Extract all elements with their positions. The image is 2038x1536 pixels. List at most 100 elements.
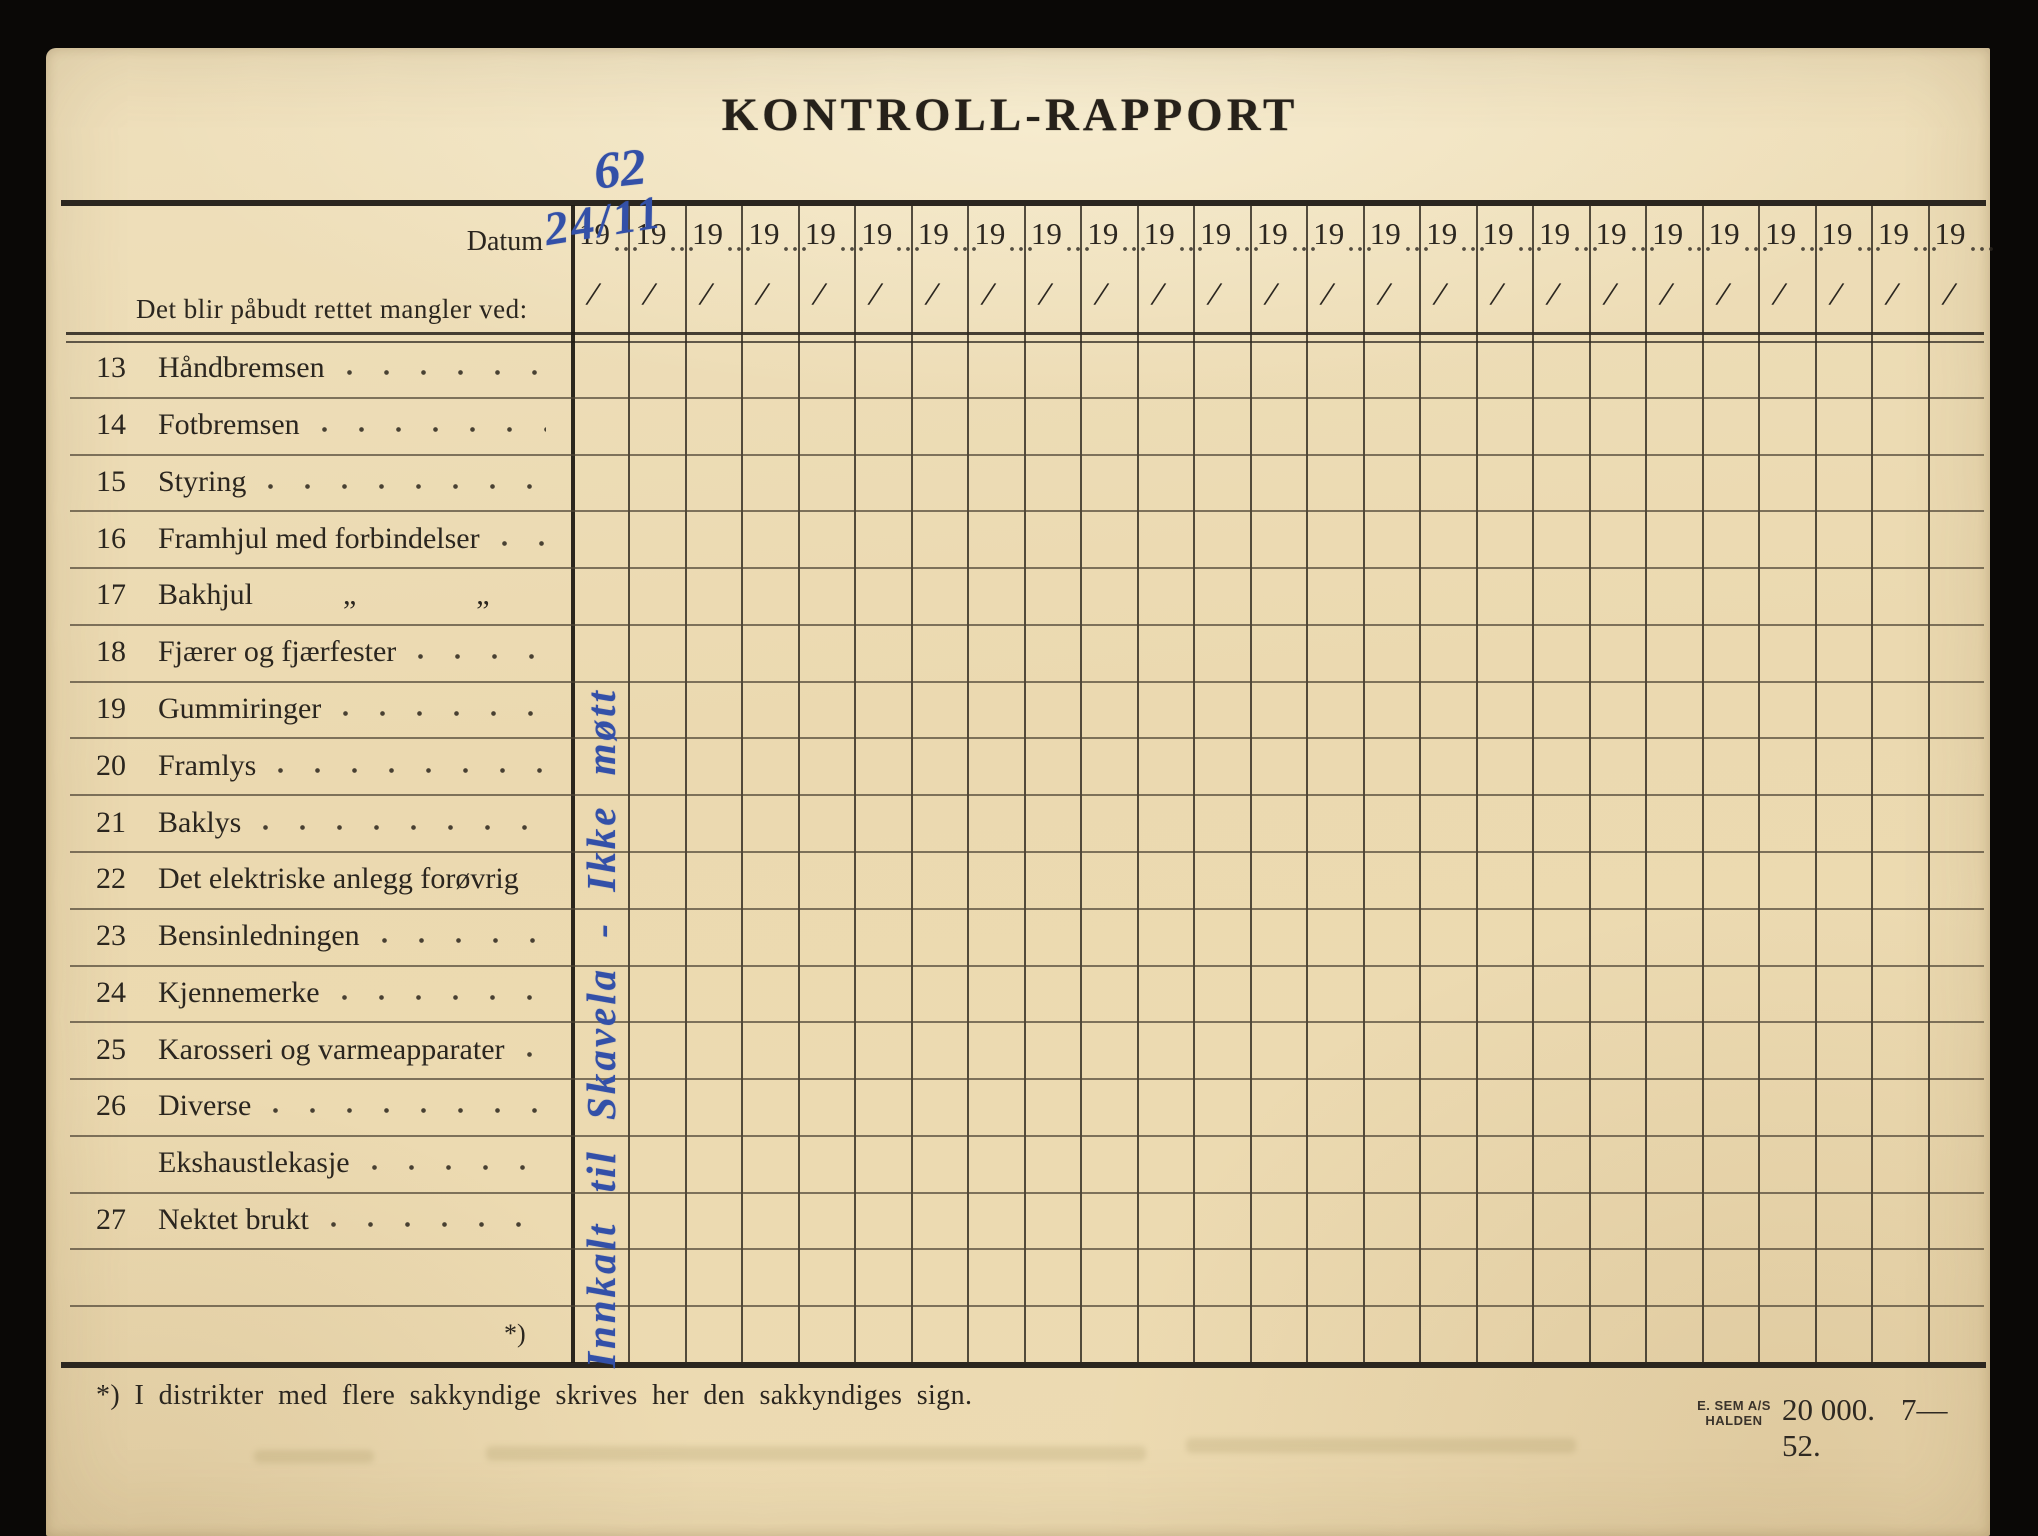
row-dot-leader <box>330 1222 546 1229</box>
table-row-label: 23 Bensinledningen <box>66 908 562 965</box>
grid-horizontal-line <box>70 510 1984 513</box>
grid-vertical-line <box>741 205 744 1363</box>
day-slash: / <box>812 275 826 314</box>
grid-vertical-line <box>1306 205 1309 1363</box>
grid-vertical-line <box>1814 205 1817 1363</box>
year-dotted-leader <box>1235 246 1262 252</box>
row-label-text: Bakhjul „ „ <box>158 578 490 612</box>
date-header-cell: 19 / <box>741 200 810 340</box>
year-prefix: 19 <box>1934 216 1966 251</box>
row-number: 24 <box>96 975 126 1009</box>
row-dot-leader <box>273 1108 546 1115</box>
date-header-cell: 19 / <box>967 200 1036 340</box>
table-row-label: 25 Karosseri og varmeapparater <box>66 1021 562 1078</box>
grid-vertical-line <box>1701 205 1704 1363</box>
paper-sheet: KONTROLL-RAPPORT Datum Det blir påbudt r… <box>46 48 1996 1536</box>
print-date: 7—52. <box>1782 1392 1948 1463</box>
grid-horizontal-line <box>70 851 1984 853</box>
row-label-text: Ekshaustlekasje <box>158 1146 350 1180</box>
row-label-text: Fotbremsen <box>158 408 300 442</box>
grid-vertical-line <box>571 205 575 1363</box>
year-prefix: 19 <box>1087 216 1119 251</box>
day-slash: / <box>1376 275 1391 314</box>
year-prefix: 19 <box>579 216 610 251</box>
day-slash: / <box>925 275 939 314</box>
row-dot-leader <box>268 483 546 490</box>
row-label-text: Håndbremsen <box>158 351 325 385</box>
row-number: 22 <box>96 862 126 896</box>
grid-horizontal-line <box>70 396 1984 399</box>
year-dotted-leader <box>1461 246 1488 252</box>
row-dot-leader <box>381 938 546 945</box>
row-dot-leader <box>346 370 546 377</box>
date-header-cell: 19 / <box>1815 200 1883 340</box>
year-prefix: 19 <box>1030 216 1062 251</box>
date-header-cell: 19 / <box>1250 200 1318 340</box>
grid-vertical-line <box>1136 205 1139 1363</box>
date-header-cell: 19 / <box>1476 200 1544 340</box>
grid-horizontal-line <box>70 737 1984 740</box>
year-dotted-leader <box>1404 246 1431 252</box>
grid-vertical-line <box>797 205 800 1363</box>
row-number: 19 <box>96 692 126 726</box>
year-prefix: 19 <box>1426 216 1458 251</box>
year-prefix: 19 <box>1482 216 1514 251</box>
grid-vertical-line <box>1362 205 1365 1363</box>
row-label-text: Styring <box>158 464 247 498</box>
year-dotted-leader <box>839 246 866 252</box>
row-dot-leader <box>321 427 546 434</box>
year-dotted-leader <box>1574 246 1601 252</box>
year-dotted-leader <box>1687 246 1714 252</box>
print-info: 20 000. 7—52. <box>1782 1392 1990 1464</box>
grid-vertical-line <box>1023 205 1026 1363</box>
grid-horizontal-line <box>70 680 1984 683</box>
year-prefix: 19 <box>804 216 836 251</box>
table-row-label <box>66 1248 562 1305</box>
day-slash: / <box>1546 275 1560 314</box>
year-dotted-leader <box>1348 246 1375 252</box>
year-dotted-leader <box>1856 246 1883 252</box>
day-slash: / <box>642 275 656 314</box>
row-dot-leader <box>278 767 546 774</box>
year-prefix: 19 <box>1708 216 1740 251</box>
row-number: 17 <box>96 578 126 612</box>
row-number: 26 <box>96 1089 126 1123</box>
row-label-text: Nektet brukt <box>158 1203 309 1237</box>
year-prefix: 19 <box>917 216 949 251</box>
date-header-cell: 19 / <box>1306 200 1375 340</box>
row-label-text: Framhjul med forbindelser <box>158 521 480 555</box>
row-number: 18 <box>96 635 126 669</box>
day-slash: / <box>1094 275 1108 314</box>
day-slash: / <box>1263 275 1278 314</box>
date-header-cell: 19 / <box>1928 200 1996 340</box>
grid-horizontal-line <box>70 1134 1984 1137</box>
table-bottom-rule <box>61 1362 1986 1368</box>
table-row-label: 22 Det elektriske anlegg forøvrig <box>66 851 562 908</box>
table-row-label: 27 Nektet brukt <box>66 1192 562 1249</box>
date-header-cell: 19 / <box>1193 200 1262 340</box>
year-prefix: 19 <box>1369 216 1401 251</box>
year-prefix: 19 <box>635 216 667 251</box>
row-number: 23 <box>96 919 126 953</box>
date-header-cell: 19 / <box>1363 200 1431 340</box>
print-run: 20 000. <box>1782 1392 1875 1427</box>
datum-label: Datum <box>466 226 543 257</box>
year-prefix: 19 <box>1821 216 1853 251</box>
grid-vertical-line <box>1475 205 1478 1363</box>
grid-vertical-line <box>1588 205 1591 1363</box>
year-prefix: 19 <box>691 216 723 251</box>
day-slash: / <box>1150 275 1165 314</box>
date-header-cell: 19 / <box>1137 200 1205 340</box>
grid-horizontal-line <box>70 1191 1984 1194</box>
date-header-cell: 19 / <box>798 200 866 340</box>
date-header-cell: 19 / <box>1589 200 1657 340</box>
day-slash: / <box>1602 275 1617 314</box>
row-label-text: Diverse <box>158 1089 252 1123</box>
row-label-text: Fjærer og fjærfester <box>158 635 397 669</box>
table-row-label: 26 Diverse <box>66 1078 562 1135</box>
day-slash: / <box>1433 275 1447 314</box>
year-dotted-leader <box>1065 246 1092 252</box>
ghost-text-smudge <box>254 1450 374 1463</box>
date-header-cell: 19 / <box>1758 200 1827 340</box>
